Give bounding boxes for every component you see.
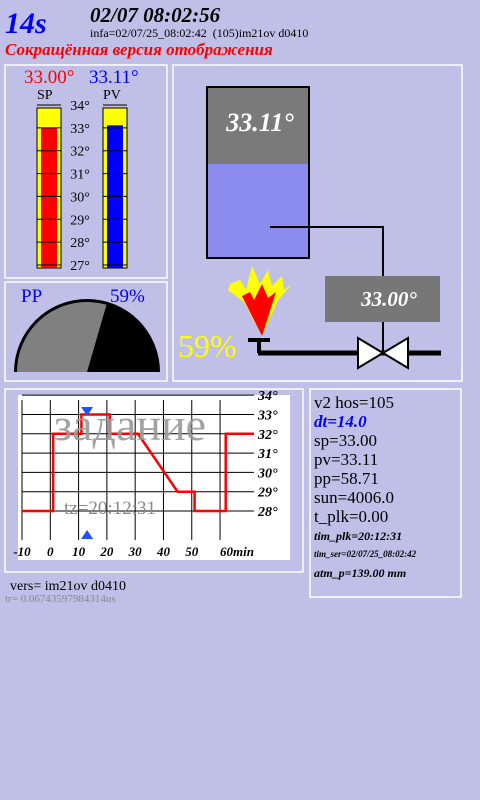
- thermo-tick-label: 31°: [70, 168, 90, 183]
- y-tick-label: 28°: [257, 505, 278, 520]
- chart-annotation: задание: [54, 399, 206, 450]
- valve: [357, 336, 409, 370]
- info-line: dt=14.0: [314, 412, 367, 431]
- x-tick-label: 40: [156, 544, 171, 559]
- x-tick-label: 30: [128, 544, 143, 559]
- pv-value: 33.11°: [89, 67, 139, 88]
- thermo-tick-label: 28°: [70, 236, 90, 251]
- gauge-panel: [4, 281, 168, 382]
- time-marker-top: [81, 407, 94, 416]
- thermo-tick-label: 29°: [70, 213, 90, 228]
- schedule-line: [22, 413, 254, 513]
- info-line: pv=33.11: [314, 450, 378, 469]
- gauge-value: 59%: [110, 286, 145, 307]
- y-tick-label: 34°: [257, 389, 278, 404]
- info: infa=02/07/25_08:02:42 (105)im21ov d0410: [90, 26, 308, 40]
- y-tick-label: 33°: [257, 408, 278, 423]
- y-tick-label: 31°: [257, 447, 278, 462]
- timing: tr= 0.06743597984314us: [5, 593, 116, 605]
- flame-inner: [242, 284, 276, 336]
- x-tick-label: 10: [72, 544, 86, 559]
- thermo-tick-label: 32°: [70, 145, 90, 160]
- thermo-tick-label: 27°: [70, 259, 90, 274]
- thermo-tick-label: 33°: [70, 122, 90, 137]
- chart-panel: [4, 388, 304, 573]
- thermo-tick-label: 34°: [70, 99, 90, 114]
- info-line: sun=4006.0: [314, 488, 394, 507]
- info-panel: [309, 388, 462, 598]
- x-tick-label: 60min: [220, 544, 254, 559]
- thermo-tick-label: 30°: [70, 190, 90, 205]
- bar: [41, 127, 57, 268]
- setpoint-box: [325, 276, 440, 322]
- gauge-name: PP: [21, 286, 42, 307]
- version: vers= im21ov d0410: [10, 579, 126, 594]
- sp-value: 33.00°: [24, 67, 74, 88]
- thermo-panel: [4, 64, 168, 279]
- x-tick-label: 0: [47, 544, 54, 559]
- info-line: sp=33.00: [314, 431, 377, 450]
- chart-area: [18, 395, 290, 560]
- info-line: t_plk=0.00: [314, 507, 388, 526]
- info-line: atm_p=139.00 mm: [314, 566, 406, 580]
- info-line: tim_plk=20:12:31: [314, 529, 402, 543]
- sp-name: SP: [37, 88, 53, 103]
- x-tick-label: -10: [13, 544, 31, 559]
- y-tick-label: 29°: [257, 486, 278, 501]
- y-tick-label: 30°: [257, 466, 278, 481]
- subtitle: Сокращённая версия отображения: [5, 40, 273, 59]
- time-label: tz=20:12:31: [64, 498, 156, 519]
- gauge-fill: [17, 302, 107, 372]
- burner-power: 59%: [178, 328, 237, 364]
- x-tick-label: 50: [185, 544, 199, 559]
- x-tick-label: 20: [99, 544, 114, 559]
- tank-temp: 33.11°: [225, 108, 294, 137]
- sensor-line: [270, 226, 384, 276]
- y-tick-label: 32°: [257, 428, 278, 443]
- pv-name: PV: [103, 88, 121, 103]
- tank-liquid: [208, 164, 308, 257]
- datetime: 02/07 08:02:56: [90, 3, 221, 27]
- info-line: pp=58.71: [314, 469, 379, 488]
- info-line: v2 hos=105: [314, 393, 394, 412]
- chart-grid: [21, 394, 254, 540]
- process-panel: [172, 64, 463, 382]
- info-line: tim_ser=02/07/25_08:02:42: [314, 549, 417, 559]
- timer: 14s: [5, 7, 47, 40]
- time-marker-bottom: [81, 530, 94, 539]
- setpoint-temp: 33.00°: [360, 287, 417, 311]
